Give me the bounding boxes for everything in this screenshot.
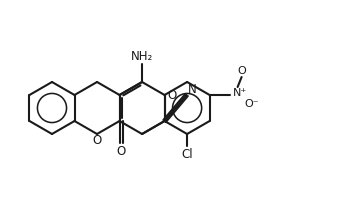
Text: O: O <box>116 145 125 157</box>
Text: O: O <box>92 135 102 148</box>
Text: N: N <box>188 83 197 96</box>
Text: N⁺: N⁺ <box>232 88 247 98</box>
Text: NH₂: NH₂ <box>131 49 153 62</box>
Text: O⁻: O⁻ <box>244 99 259 109</box>
Text: O: O <box>167 88 176 101</box>
Text: Cl: Cl <box>181 148 193 161</box>
Text: O: O <box>237 66 246 76</box>
